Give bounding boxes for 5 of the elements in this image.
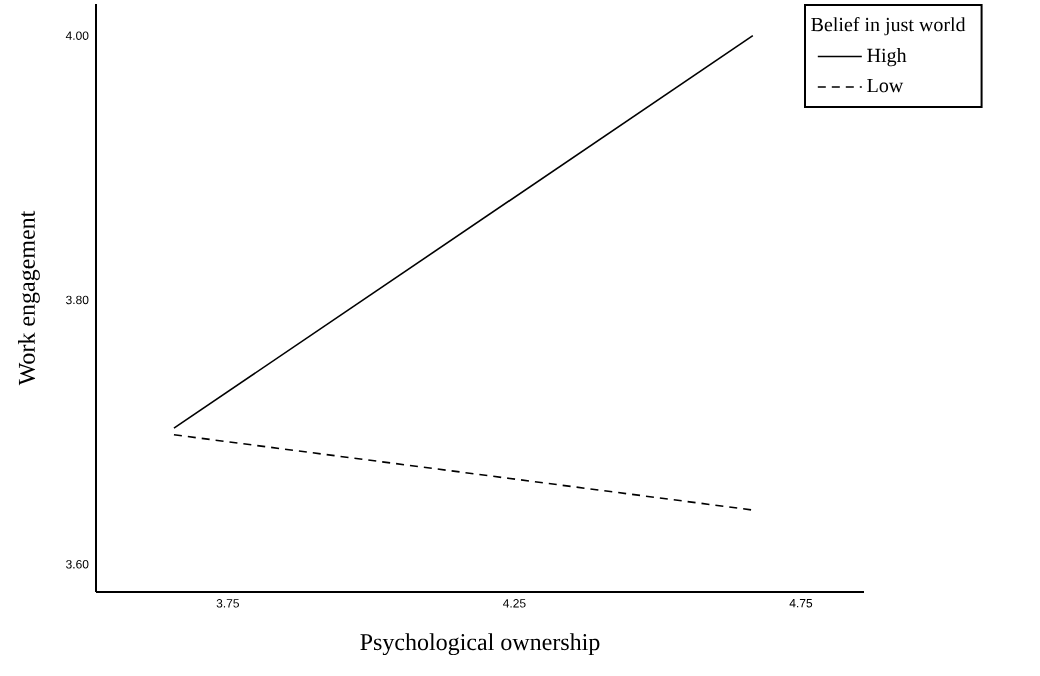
legend-label: Low xyxy=(867,78,904,93)
legend-label: High xyxy=(867,48,907,67)
x-axis-title: Psychological ownership xyxy=(360,633,600,656)
legend-title: Belief in just world xyxy=(811,17,966,36)
y-axis-title: Work engagement xyxy=(18,210,40,386)
